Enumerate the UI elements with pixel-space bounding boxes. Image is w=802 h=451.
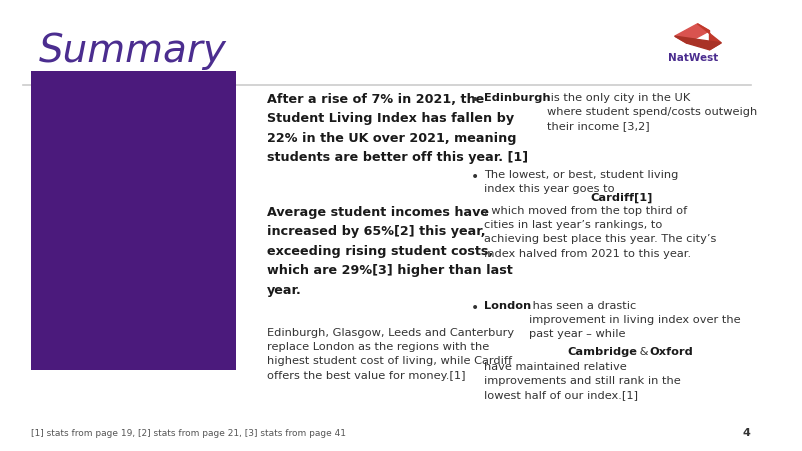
Text: Edinburgh, Glasgow, Leeds and Canterbury
replace London as the regions with the
: Edinburgh, Glasgow, Leeds and Canterbury… — [267, 327, 514, 380]
Polygon shape — [674, 25, 710, 44]
Text: has seen a drastic
improvement in living index over the
past year – while: has seen a drastic improvement in living… — [529, 300, 740, 339]
Text: •: • — [471, 92, 479, 106]
Text: After a rise of 7% in 2021, the
Student Living Index has fallen by
22% in the UK: After a rise of 7% in 2021, the Student … — [267, 92, 528, 164]
Text: Oxford: Oxford — [650, 346, 693, 356]
Text: Cardiff[1]: Cardiff[1] — [590, 192, 653, 202]
Text: London: London — [484, 300, 531, 310]
Text: •: • — [471, 300, 479, 314]
Text: Average student incomes have
increased by 65%[2] this year,
exceeding rising stu: Average student incomes have increased b… — [267, 205, 512, 296]
Text: have maintained relative
improvements and still rank in the
lowest half of our i: have maintained relative improvements an… — [484, 361, 680, 400]
Text: •: • — [471, 169, 479, 183]
Text: &: & — [636, 346, 652, 356]
Text: Summary: Summary — [38, 32, 227, 69]
Polygon shape — [674, 37, 721, 51]
Text: Cambridge: Cambridge — [567, 346, 638, 356]
Text: The lowest, or best, student living
index this year goes to: The lowest, or best, student living inde… — [484, 169, 678, 193]
FancyBboxPatch shape — [31, 72, 236, 370]
Text: , which moved from the top third of
cities in last year’s rankings, to
achieving: , which moved from the top third of citi… — [484, 205, 716, 258]
Text: Edinburgh: Edinburgh — [484, 92, 550, 102]
Text: 4: 4 — [743, 428, 751, 437]
Text: is the only city in the UK
where student spend/costs outweigh
their income [3,2]: is the only city in the UK where student… — [547, 92, 757, 131]
Text: [1] stats from page 19, [2] stats from page 21, [3] stats from page 41: [1] stats from page 19, [2] stats from p… — [31, 428, 346, 437]
Text: NatWest: NatWest — [668, 53, 719, 63]
Polygon shape — [698, 25, 721, 51]
